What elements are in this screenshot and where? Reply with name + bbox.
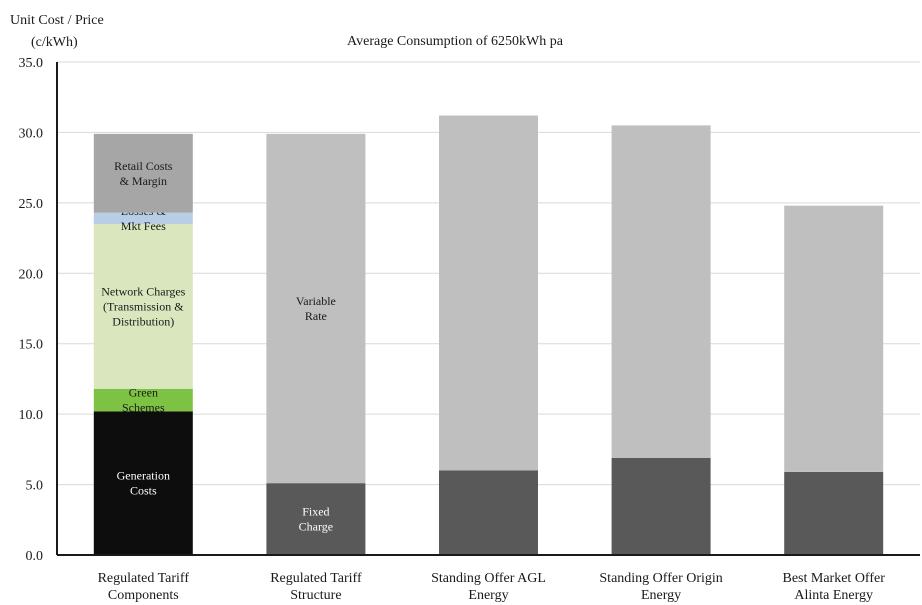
- segment-label: Costs: [130, 484, 157, 498]
- segment-label: Network Charges: [101, 284, 185, 298]
- segment-label: Retail Costs: [114, 159, 173, 173]
- x-category-label: Energy: [641, 588, 681, 603]
- x-category-label: Regulated Tariff: [98, 571, 190, 586]
- x-category-label: Alinta Energy: [794, 588, 873, 603]
- bar-segment: [784, 471, 884, 555]
- segment-label: & Margin: [120, 174, 167, 188]
- segment-label: Variable: [296, 294, 336, 308]
- y-tick-label: 0.0: [26, 549, 44, 564]
- y-axis-label-line1: Unit Cost / Price: [10, 13, 104, 28]
- bar-segment: [93, 388, 193, 412]
- segment-label: Generation: [117, 469, 170, 483]
- segment-label: Distribution): [112, 314, 174, 328]
- segment-label: (Transmission &: [103, 299, 184, 313]
- x-category-label: Structure: [290, 588, 341, 603]
- y-tick-label: 10.0: [19, 408, 44, 423]
- x-category-labels: Regulated Tariff Components Regulated Tari…: [98, 571, 886, 603]
- x-category-label: Components: [108, 588, 179, 603]
- bar-segment: [784, 205, 884, 472]
- y-tick-label: 15.0: [19, 338, 44, 353]
- y-axis-label-line2: (c/kWh): [31, 35, 78, 50]
- x-category-label: Best Market Offer: [783, 571, 886, 586]
- x-category-label: Energy: [468, 588, 508, 603]
- x-category-label: Regulated Tariff: [270, 571, 362, 586]
- bar-segment: [93, 133, 193, 213]
- y-tick-label: 25.0: [19, 197, 44, 212]
- y-tick-label: 20.0: [19, 267, 44, 282]
- y-tick-labels: 0.0 5.0 10.0 15.0 20.0 25.0 30.0 35.0: [19, 56, 44, 564]
- y-tick-label: 35.0: [19, 56, 44, 71]
- bar-segment: [611, 125, 711, 458]
- bar-segment: [439, 470, 538, 555]
- bar-segment: [93, 223, 193, 389]
- bar-segment: [266, 483, 366, 555]
- y-tick-label: 5.0: [26, 479, 44, 494]
- x-category-label: Standing Offer Origin: [599, 571, 722, 586]
- segment-label: Fixed: [302, 505, 329, 519]
- segment-label: Green: [129, 386, 158, 400]
- x-category-label: Standing Offer AGL: [431, 571, 546, 586]
- chart-title: Average Consumption of 6250kWh pa: [347, 34, 564, 49]
- segment-label: Schemes: [122, 401, 165, 415]
- y-tick-label: 30.0: [19, 126, 44, 141]
- segment-label: Mkt Fees: [121, 219, 166, 233]
- segment-label: Rate: [305, 309, 327, 323]
- bar-segment: [93, 411, 193, 555]
- axes: [56, 62, 920, 556]
- bar-segment: [439, 115, 538, 471]
- bar-segment: [93, 212, 193, 224]
- bar-segment: [266, 133, 366, 484]
- segment-label: Charge: [299, 520, 333, 534]
- bar-segment: [611, 457, 711, 555]
